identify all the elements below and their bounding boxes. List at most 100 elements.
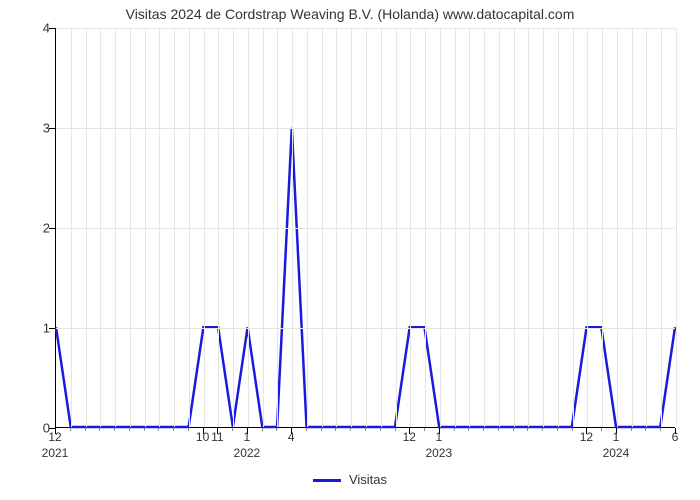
gridline-v [676,28,677,427]
gridline-v [71,28,72,427]
gridline-v [381,28,382,427]
gridline-v [336,28,337,427]
plot-area [55,28,675,428]
gridline-v [277,28,278,427]
x-tick-mark [114,428,115,431]
x-tick-year: 2024 [603,446,630,460]
gridline-v [469,28,470,427]
x-tick-mark [350,428,351,431]
x-tick-mark [232,428,233,431]
x-tick-mark [380,428,381,431]
gridline-v [159,28,160,427]
y-tick-mark [49,228,55,229]
gridline-v [514,28,515,427]
gridline-v [115,28,116,427]
gridline-v [130,28,131,427]
x-tick-mark [173,428,174,431]
gridline-v [528,28,529,427]
gridline-v [632,28,633,427]
x-tick-mark [365,428,366,431]
x-tick-mark [306,428,307,431]
gridline-v [189,28,190,427]
gridline-v [573,28,574,427]
x-tick-mark [572,428,573,431]
x-tick-label: 12 [580,430,593,444]
line-chart: Visitas 2024 de Cordstrap Weaving B.V. (… [0,0,700,500]
gridline-v [396,28,397,427]
x-tick-mark [631,428,632,431]
x-tick-label: 12 [48,430,61,444]
x-tick-mark [188,428,189,431]
x-tick-mark [601,428,602,431]
x-tick-label: 6 [672,430,679,444]
x-tick-label: 4 [288,430,295,444]
x-tick-mark [557,428,558,431]
chart-title: Visitas 2024 de Cordstrap Weaving B.V. (… [0,6,700,22]
gridline-v [661,28,662,427]
x-tick-mark [454,428,455,431]
gridline-v [248,28,249,427]
y-tick-label: 4 [10,21,50,36]
x-tick-mark [276,428,277,431]
gridline-v [440,28,441,427]
gridline-v [233,28,234,427]
x-tick-mark [645,428,646,431]
x-tick-mark [70,428,71,431]
gridline-v [86,28,87,427]
y-tick-label: 2 [10,221,50,236]
x-tick-mark [321,428,322,431]
gridline-v [425,28,426,427]
gridline-v [307,28,308,427]
gridline-v [543,28,544,427]
x-tick-mark [498,428,499,431]
x-tick-year: 2021 [42,446,69,460]
gridline-v [484,28,485,427]
gridline-v [322,28,323,427]
gridline-v [366,28,367,427]
gridline-v [263,28,264,427]
gridline-v [558,28,559,427]
x-tick-mark [483,428,484,431]
x-tick-mark [468,428,469,431]
x-tick-label: 1 [613,430,620,444]
x-tick-label: 11 [211,430,223,444]
gridline-v [602,28,603,427]
gridline-v [218,28,219,427]
gridline-v [292,28,293,427]
y-tick-label: 1 [10,321,50,336]
gridline-v [174,28,175,427]
gridline-v [587,28,588,427]
y-tick-mark [49,28,55,29]
legend-swatch [313,479,341,482]
gridline-v [204,28,205,427]
x-tick-mark [527,428,528,431]
x-tick-mark [335,428,336,431]
x-tick-label: 1 [244,430,251,444]
y-tick-label: 0 [10,421,50,436]
legend: Visitas [0,472,700,487]
x-tick-mark [424,428,425,431]
gridline-v [100,28,101,427]
gridline-v [351,28,352,427]
x-tick-mark [660,428,661,431]
y-tick-mark [49,328,55,329]
x-tick-mark [262,428,263,431]
y-tick-mark [49,128,55,129]
gridline-v [617,28,618,427]
x-tick-mark [129,428,130,431]
gridline-v [410,28,411,427]
x-tick-label: 1 [435,430,442,444]
x-tick-year: 2022 [234,446,261,460]
x-tick-year: 2023 [425,446,452,460]
legend-label: Visitas [349,472,387,487]
x-tick-mark [99,428,100,431]
x-tick-mark [395,428,396,431]
gridline-v [455,28,456,427]
x-tick-mark [542,428,543,431]
x-tick-label: 10 [196,430,209,444]
x-tick-mark [144,428,145,431]
gridline-v [646,28,647,427]
x-tick-mark [513,428,514,431]
gridline-v [145,28,146,427]
gridline-v [499,28,500,427]
